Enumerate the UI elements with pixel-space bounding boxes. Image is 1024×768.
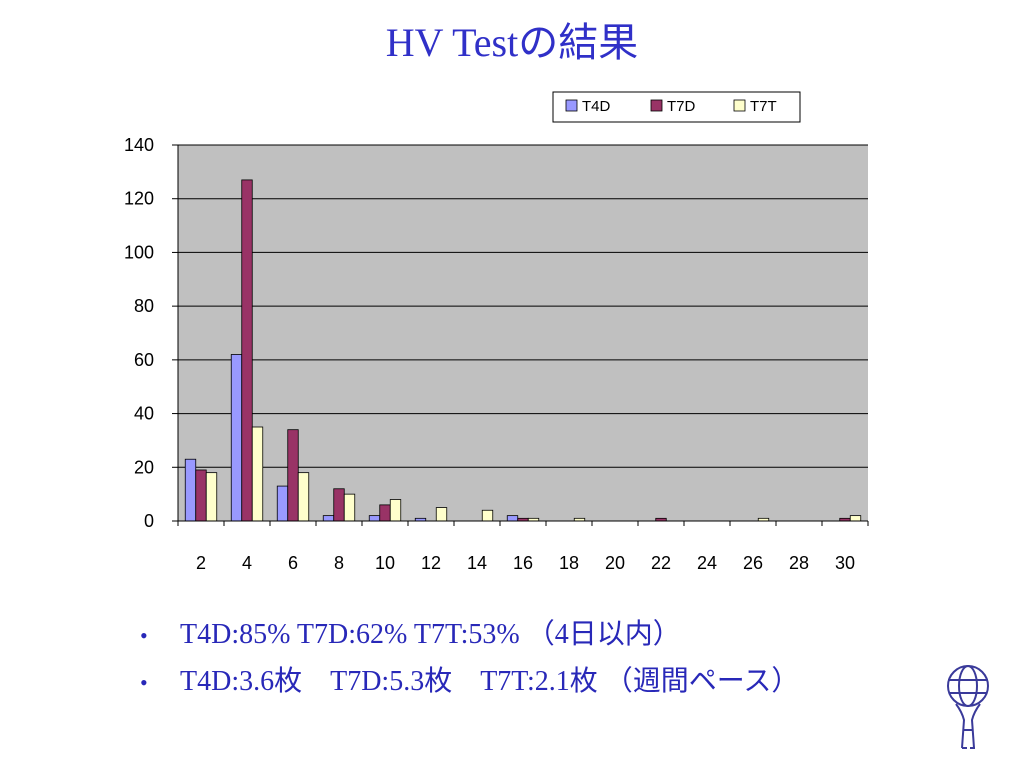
bar-T7T-14: [481, 509, 494, 522]
bar-T7T-8: [343, 493, 356, 522]
bar-T4D-16: [506, 515, 519, 522]
y-tick-label: 40: [134, 404, 154, 424]
bar-T7D-6: [287, 429, 299, 522]
x-tick-label: 30: [835, 553, 855, 573]
bullet-dot-icon: •: [140, 623, 148, 648]
x-tick-label: 26: [743, 553, 763, 573]
x-axis: 2 4 6 8 10 12 14 16 18 20 22 24 26 28 30: [177, 520, 869, 573]
y-tick-label: 140: [124, 135, 154, 155]
x-tick-label: 2: [196, 553, 206, 573]
y-tick-label: 0: [144, 511, 154, 531]
x-tick-label: 18: [559, 553, 579, 573]
x-tick-label: 16: [513, 553, 533, 573]
bar-T4D-2: [184, 458, 197, 522]
y-tick-label: 60: [134, 350, 154, 370]
bullet-text: T4D:85% T7D:62% T7T:53% （4日以内）: [180, 619, 681, 650]
bar-T7D-2: [195, 469, 207, 522]
bullet-text: T4D:3.6枚 T7D:5.3枚 T7T:2.1枚 （週間ペース）: [180, 666, 800, 697]
bullet-list: • T4D:85% T7D:62% T7T:53% （4日以内） • T4D:3.6…: [140, 612, 799, 706]
x-tick-label: 12: [421, 553, 441, 573]
x-tick-label: 4: [242, 553, 252, 573]
x-tick-label: 6: [288, 553, 298, 573]
bar-T7D-10: [379, 504, 391, 522]
bar-T7T-30: [849, 515, 862, 522]
legend-label-T4D: T4D: [582, 98, 611, 115]
legend-swatch-T4D: [565, 99, 578, 112]
page-title: HV Testの結果: [385, 20, 639, 65]
y-tick-label: 100: [124, 242, 154, 262]
legend-swatch-T7D: [650, 99, 663, 112]
legend: T4D T7D T7T: [552, 91, 801, 123]
bullet-dot-icon: •: [140, 670, 148, 695]
atlas-logo-icon: [947, 665, 989, 749]
plot-area: [178, 145, 868, 521]
bullet-item: • T4D:85% T7D:62% T7T:53% （4日以内）: [140, 612, 799, 659]
x-tick-label: 22: [651, 553, 671, 573]
bar-T7T-2: [205, 472, 218, 522]
x-tick-label: 10: [375, 553, 395, 573]
x-tick-label: 14: [467, 553, 487, 573]
legend-box: [552, 91, 801, 123]
legend-label-T7T: T7T: [750, 98, 777, 115]
bar-T4D-8: [322, 515, 335, 522]
bar-T7T-4: [251, 426, 264, 522]
bar-T7D-8: [333, 488, 345, 522]
bar-T4D-4: [230, 354, 243, 522]
y-axis: 0 20 40 60 80 100 120 140: [124, 135, 179, 531]
bar-T7T-10: [389, 499, 402, 522]
x-tick-label: 8: [334, 553, 344, 573]
legend-label-T7D: T7D: [667, 98, 696, 115]
x-tick-label: 28: [789, 553, 809, 573]
x-tick-label: 24: [697, 553, 717, 573]
y-tick-label: 20: [134, 457, 154, 477]
x-tick-label: 20: [605, 553, 625, 573]
legend-swatch-T7T: [733, 99, 746, 112]
bar-T4D-10: [368, 515, 381, 522]
bar-T7T-12: [435, 507, 448, 522]
bar-T7D-4: [241, 179, 253, 522]
y-tick-label: 80: [134, 296, 154, 316]
bullet-item: • T4D:3.6枚 T7D:5.3枚 T7T:2.1枚 （週間ペース）: [140, 659, 799, 706]
y-tick-label: 120: [124, 189, 154, 209]
bar-T4D-6: [276, 485, 289, 522]
bar-T7T-6: [297, 472, 310, 522]
